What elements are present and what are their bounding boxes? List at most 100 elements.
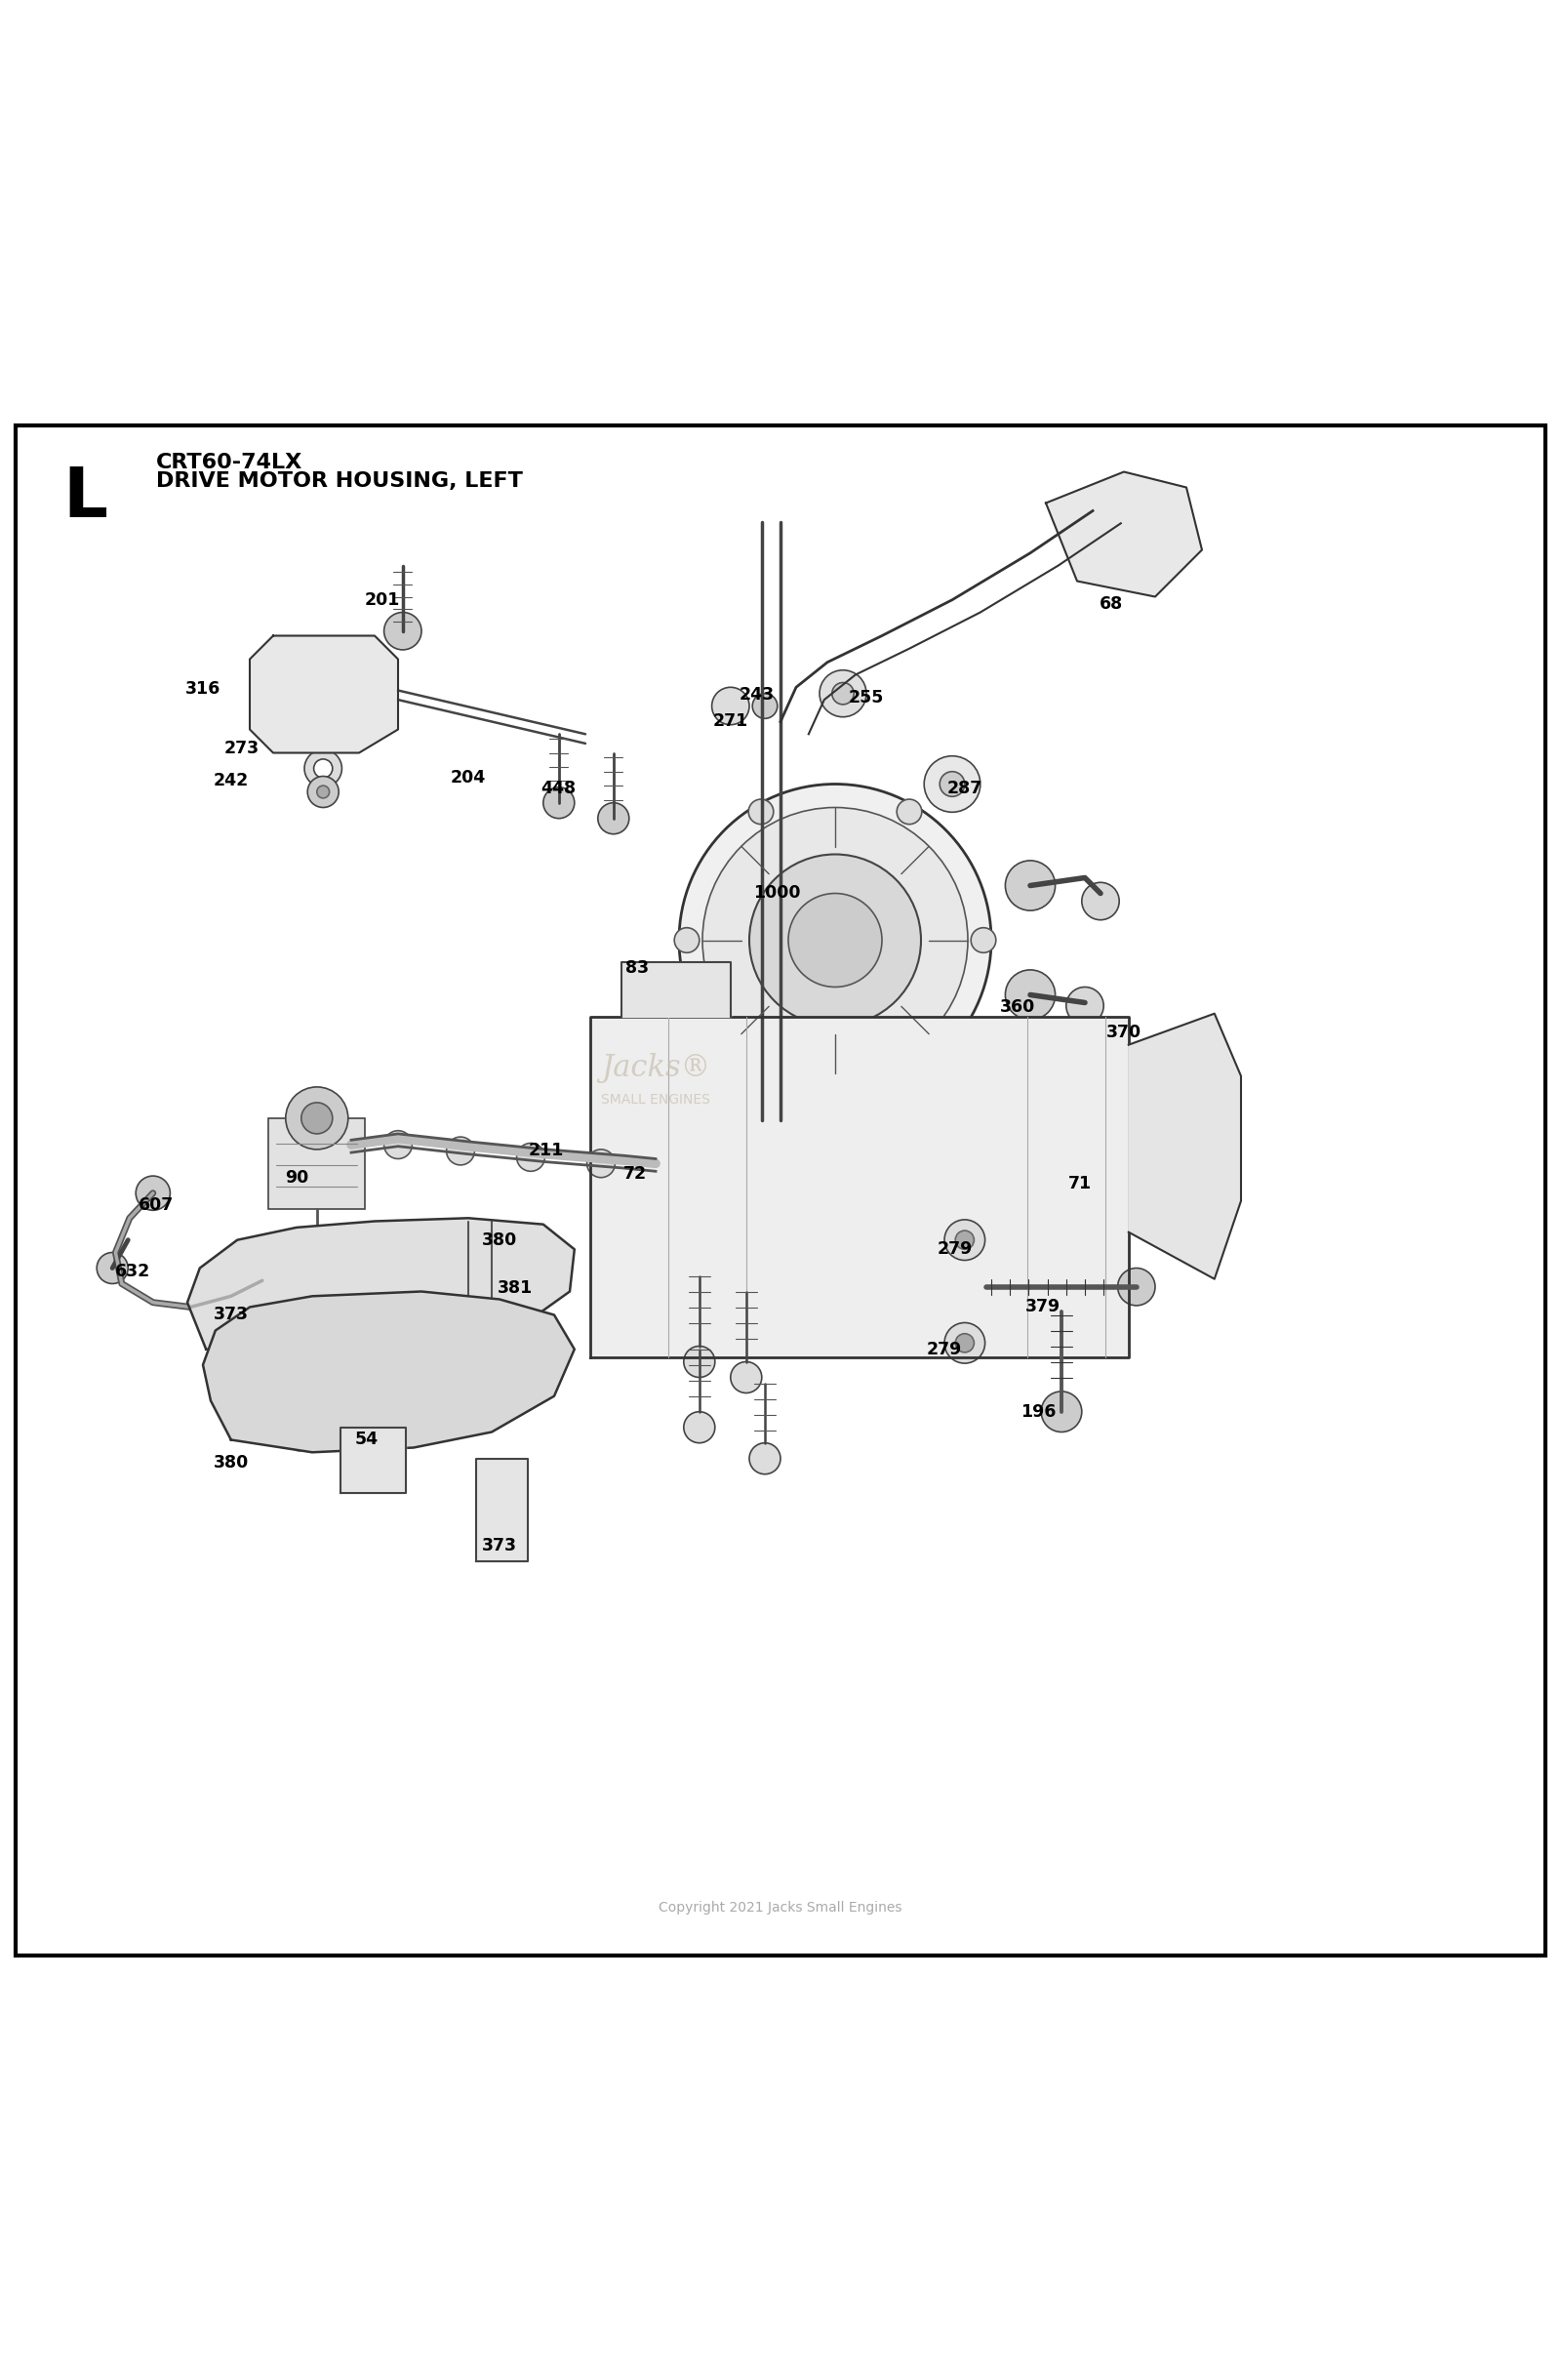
Text: 83: 83 xyxy=(624,959,649,978)
Circle shape xyxy=(298,1238,336,1273)
Text: 201: 201 xyxy=(365,590,400,609)
Polygon shape xyxy=(621,962,731,1016)
Circle shape xyxy=(276,643,301,666)
Circle shape xyxy=(944,1323,985,1364)
Circle shape xyxy=(314,759,332,778)
Polygon shape xyxy=(250,635,398,752)
Circle shape xyxy=(1168,1209,1214,1257)
Text: 90: 90 xyxy=(284,1169,309,1185)
Circle shape xyxy=(312,1238,421,1347)
Circle shape xyxy=(247,1414,259,1428)
Text: 242: 242 xyxy=(214,771,248,790)
Circle shape xyxy=(245,1264,279,1297)
Circle shape xyxy=(347,721,372,745)
Circle shape xyxy=(684,1347,715,1378)
Text: 373: 373 xyxy=(482,1537,517,1554)
Circle shape xyxy=(1147,507,1179,538)
Circle shape xyxy=(1063,490,1101,528)
Circle shape xyxy=(924,757,980,812)
Circle shape xyxy=(340,1319,440,1418)
Text: SMALL ENGINES: SMALL ENGINES xyxy=(601,1092,710,1107)
Circle shape xyxy=(1005,971,1055,1019)
Circle shape xyxy=(832,683,854,704)
Polygon shape xyxy=(340,1428,406,1492)
Text: 54: 54 xyxy=(354,1430,379,1449)
Circle shape xyxy=(304,750,342,788)
Circle shape xyxy=(1082,883,1119,921)
Circle shape xyxy=(896,800,921,823)
Circle shape xyxy=(749,800,774,823)
Text: 379: 379 xyxy=(1026,1299,1060,1316)
Circle shape xyxy=(1066,988,1104,1023)
Text: 204: 204 xyxy=(451,769,485,788)
Circle shape xyxy=(820,671,866,716)
Circle shape xyxy=(712,688,749,726)
Text: CRT60-74LX: CRT60-74LX xyxy=(156,452,303,474)
Circle shape xyxy=(679,783,991,1097)
Text: 279: 279 xyxy=(927,1340,962,1359)
Text: 370: 370 xyxy=(1107,1023,1141,1040)
Circle shape xyxy=(752,693,777,719)
Circle shape xyxy=(674,928,699,952)
Text: 271: 271 xyxy=(713,714,748,731)
Circle shape xyxy=(97,1252,128,1283)
Circle shape xyxy=(955,1333,974,1352)
Circle shape xyxy=(286,1423,314,1452)
Text: 71: 71 xyxy=(1068,1176,1093,1192)
Circle shape xyxy=(434,1421,446,1433)
Polygon shape xyxy=(187,1219,574,1364)
Circle shape xyxy=(286,1088,348,1150)
Circle shape xyxy=(136,1176,170,1211)
Circle shape xyxy=(354,1278,379,1304)
Text: Jacks®: Jacks® xyxy=(601,1052,710,1083)
Circle shape xyxy=(308,776,339,807)
Text: 373: 373 xyxy=(214,1307,248,1323)
Circle shape xyxy=(289,659,357,728)
Circle shape xyxy=(239,1407,267,1435)
Circle shape xyxy=(365,1345,415,1395)
Circle shape xyxy=(940,771,965,797)
Circle shape xyxy=(1168,1052,1214,1100)
Text: 279: 279 xyxy=(938,1240,973,1259)
Text: DRIVE MOTOR HOUSING, LEFT: DRIVE MOTOR HOUSING, LEFT xyxy=(156,471,523,490)
Circle shape xyxy=(276,721,301,745)
Text: 1000: 1000 xyxy=(754,885,801,902)
Text: 273: 273 xyxy=(225,740,259,757)
Circle shape xyxy=(587,1150,615,1178)
Circle shape xyxy=(731,1361,762,1392)
Circle shape xyxy=(971,928,996,952)
Circle shape xyxy=(446,1138,475,1166)
Circle shape xyxy=(293,1430,306,1442)
Circle shape xyxy=(1041,1392,1082,1433)
Circle shape xyxy=(517,1142,545,1171)
Bar xyxy=(268,1119,365,1209)
Circle shape xyxy=(1118,1269,1155,1307)
Polygon shape xyxy=(590,1016,1129,1357)
Text: Copyright 2021 Jacks Small Engines: Copyright 2021 Jacks Small Engines xyxy=(659,1902,902,1916)
Circle shape xyxy=(944,1219,985,1261)
Text: 380: 380 xyxy=(482,1230,517,1250)
Polygon shape xyxy=(476,1459,528,1561)
Circle shape xyxy=(955,1230,974,1250)
Circle shape xyxy=(384,612,421,650)
Circle shape xyxy=(426,1414,454,1442)
Circle shape xyxy=(301,1102,332,1133)
Circle shape xyxy=(317,785,329,797)
Circle shape xyxy=(702,807,968,1073)
Circle shape xyxy=(384,1130,412,1159)
Circle shape xyxy=(543,788,574,819)
Text: 448: 448 xyxy=(542,781,576,797)
Circle shape xyxy=(339,1264,395,1319)
Circle shape xyxy=(308,678,339,709)
Polygon shape xyxy=(1129,1014,1241,1278)
Circle shape xyxy=(598,802,629,833)
Text: 68: 68 xyxy=(1099,595,1124,614)
Circle shape xyxy=(347,643,372,666)
Text: 255: 255 xyxy=(849,690,884,707)
Text: 360: 360 xyxy=(1001,1000,1035,1016)
Circle shape xyxy=(896,1057,921,1081)
Circle shape xyxy=(1005,862,1055,912)
Polygon shape xyxy=(1046,471,1202,597)
Text: 72: 72 xyxy=(623,1166,648,1183)
Text: 211: 211 xyxy=(529,1142,564,1159)
